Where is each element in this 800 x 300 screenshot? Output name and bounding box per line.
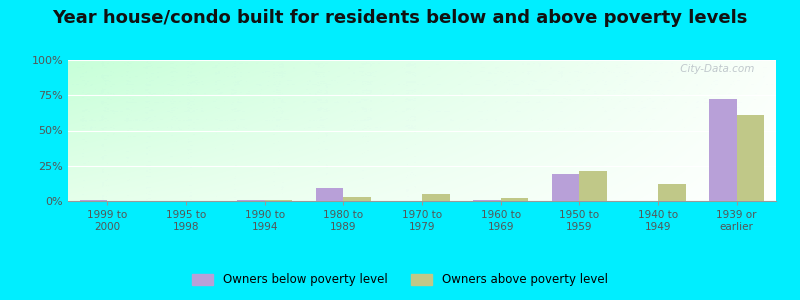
Bar (80, 200, 107, 201)
Bar (265, 200, 292, 201)
Bar (658, 184, 686, 201)
Bar (343, 197, 371, 201)
Bar (473, 200, 501, 201)
Bar (737, 115, 764, 201)
Bar (237, 200, 265, 201)
Text: Year house/condo built for residents below and above poverty levels: Year house/condo built for residents bel… (52, 9, 748, 27)
Text: City-Data.com: City-Data.com (678, 64, 754, 74)
Bar (579, 171, 607, 201)
Bar (501, 198, 528, 201)
Legend: Owners below poverty level, Owners above poverty level: Owners below poverty level, Owners above… (187, 269, 613, 291)
Bar (316, 188, 343, 201)
Bar (552, 174, 579, 201)
Bar (709, 100, 737, 201)
Bar (422, 194, 450, 201)
